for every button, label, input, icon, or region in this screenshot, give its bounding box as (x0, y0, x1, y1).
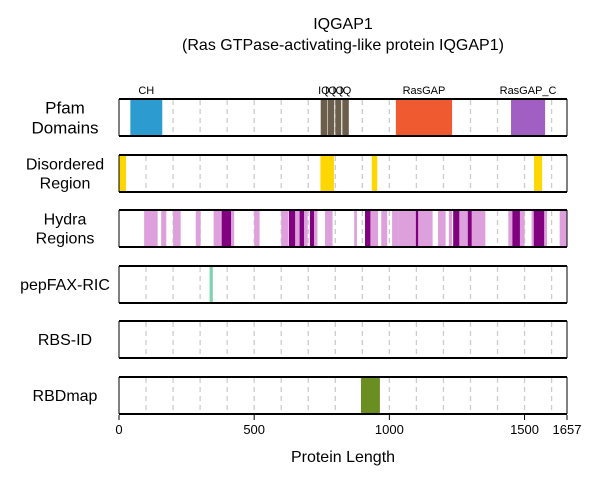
track-label-line: Pfam (45, 98, 85, 117)
x-tick-label: 1500 (510, 422, 539, 437)
segment-region (173, 211, 181, 246)
segment-region (459, 211, 468, 246)
segment-region (325, 211, 333, 246)
segment-region (320, 156, 334, 191)
segment-ch (130, 100, 163, 135)
segment-rasgap (395, 100, 453, 135)
track-label: Disordered Region (26, 157, 104, 193)
segment-region (398, 211, 416, 246)
track-label-line: pepFAX-RIC (20, 277, 110, 294)
track-background (119, 377, 567, 414)
track-label: RBDmap (33, 388, 98, 405)
segment-region (448, 211, 453, 246)
track-label-line: Regions (36, 231, 95, 248)
chart-title: IQGAP1 (313, 16, 373, 33)
segment-region (314, 211, 318, 246)
segment-region (438, 211, 446, 246)
segment-region (144, 211, 158, 246)
domain-label: CH (138, 85, 154, 97)
segment-region (453, 211, 460, 246)
segment-region (544, 211, 547, 246)
domain-label: IQ (340, 85, 352, 97)
domain-label: RasGAP (403, 85, 446, 97)
track-label: Hydra Regions (36, 212, 95, 248)
x-axis-label: Protein Length (291, 449, 395, 466)
segment-region (213, 211, 221, 246)
track-label-line: Hydra (44, 212, 87, 229)
track-label: Pfam Domains (31, 98, 98, 137)
segment-region (221, 211, 232, 246)
track-background (119, 266, 567, 303)
track-label-line: Domains (31, 118, 98, 137)
x-tick-label: 1000 (375, 422, 404, 437)
x-tick-label: 0 (115, 422, 122, 437)
segment-region (381, 211, 388, 246)
track-background (119, 155, 567, 192)
track-background (119, 210, 567, 247)
segment-iq (320, 100, 328, 135)
track-background (119, 321, 567, 358)
segment-region (354, 211, 357, 246)
segment-iq (335, 100, 342, 135)
segment-iq (327, 100, 335, 135)
segment-region (533, 211, 545, 246)
segment-region (559, 211, 567, 246)
x-tick-label: 500 (243, 422, 265, 437)
segment-region (209, 267, 213, 302)
segment-region (508, 211, 513, 246)
segment-region (534, 156, 543, 191)
segment-region (304, 211, 308, 246)
domain-label: RasGAP_C (500, 85, 557, 97)
chart-subtitle: (Ras GTPase-activating-like protein IQGA… (182, 37, 504, 54)
segment-region (288, 211, 296, 246)
segment-rasgap-c (511, 100, 546, 135)
segment-region (360, 378, 380, 413)
segment-region (365, 211, 371, 246)
track-label-line: RBDmap (33, 388, 98, 405)
segment-region (119, 156, 127, 191)
domain-label: IQ (332, 85, 344, 97)
segment-region (231, 211, 235, 246)
segment-region (370, 211, 379, 246)
domain-label: IQ (318, 85, 330, 97)
segment-region (415, 211, 419, 246)
x-axis: 0 500 1000 1500 1657 (115, 415, 581, 437)
segment-region (519, 211, 525, 246)
track-4: RBS-ID (38, 320, 568, 359)
segment-region (512, 211, 520, 246)
track-label: pepFAX-RIC (20, 277, 110, 294)
track-label-line: RBS-ID (38, 332, 92, 349)
track-1: Disordered Region (26, 154, 568, 193)
segment-region (467, 211, 472, 246)
x-tick-label: 1657 (553, 422, 582, 437)
track-label-line: Disordered (26, 157, 104, 174)
segment-region (392, 211, 399, 246)
segment-region (161, 211, 167, 246)
segment-region (531, 211, 534, 246)
track-5: RBDmap (33, 376, 568, 415)
segment-region (309, 211, 315, 246)
domain-label: IQ (325, 85, 337, 97)
track-label-line: Region (40, 176, 91, 193)
segment-region (299, 211, 305, 246)
segment-iq (342, 100, 349, 135)
segment-region (471, 211, 486, 246)
segment-region (254, 211, 260, 246)
track-label: RBS-ID (38, 332, 92, 349)
track-2: Hydra Regions (36, 209, 568, 248)
track-3: pepFAX-RIC (20, 265, 568, 304)
segment-region (371, 156, 378, 191)
segment-region (281, 211, 288, 246)
segment-region (195, 211, 201, 246)
segment-region (295, 211, 300, 246)
segment-region (418, 211, 433, 246)
